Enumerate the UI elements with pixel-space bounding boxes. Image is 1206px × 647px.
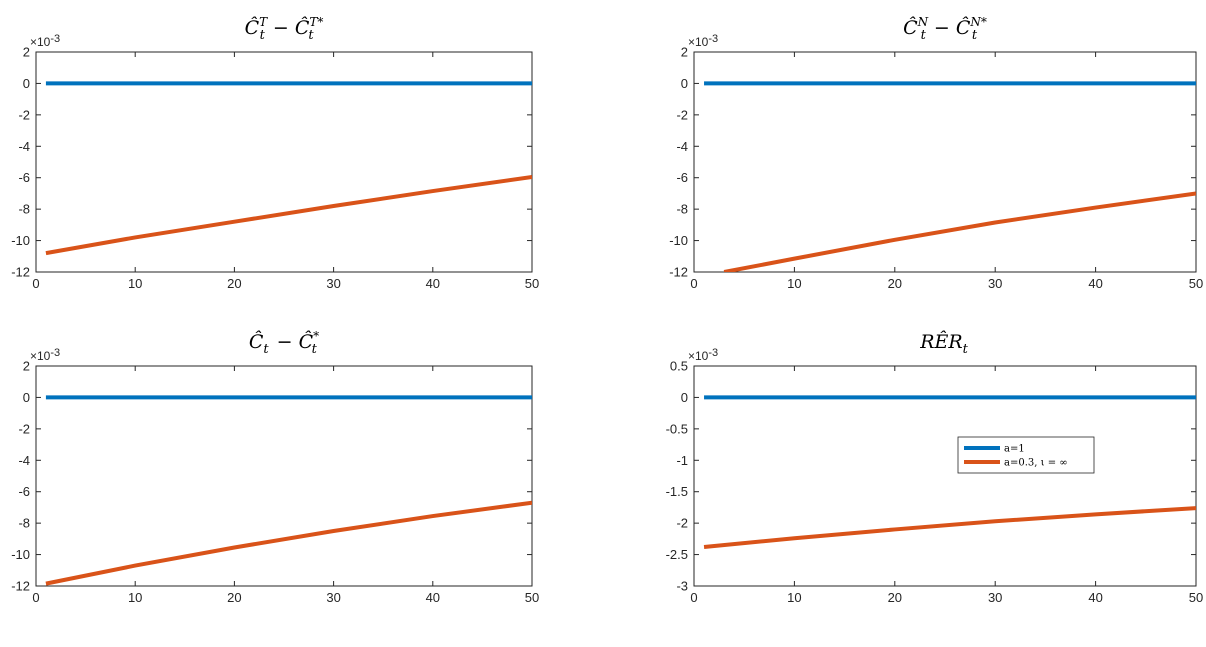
- y-exponent-label: ×10-3: [688, 347, 718, 363]
- x-tick-label: 50: [1189, 590, 1203, 605]
- y-tick-label: -10: [11, 547, 30, 562]
- x-tick-label: 30: [988, 276, 1002, 291]
- x-tick-label: 30: [988, 590, 1002, 605]
- x-tick-label: 10: [128, 590, 142, 605]
- x-tick-label: 20: [888, 590, 902, 605]
- x-tick-label: 20: [227, 590, 241, 605]
- subplot-bottom-left: 0 10 20 30 40 50 -12 -10 -8 -6 -4 -2 0 2×10-3 Ĉt − Ĉ* t: [11, 329, 539, 605]
- x-tick-label: 20: [227, 276, 241, 291]
- y-tick-label: 0: [23, 76, 30, 91]
- series-line-orange: [45, 174, 532, 256]
- legend-entry: a=0.3, ι = ∞: [1004, 458, 1068, 469]
- subplot-top-left: 0 10 20 30 40 50 -12 -10 -8 -6 -4 -2 0 2×10-3 ĈT t − ĈT…: [11, 15, 539, 291]
- y-tick-label: -3: [676, 579, 688, 594]
- y-tick-label: -2: [18, 107, 30, 122]
- subplot-bottom-right: 0 10 20 30 40 50 -3 -2.5 -2 -1.5 -1 -0.5 0 0.5×10-3 RÊ…: [666, 330, 1204, 605]
- y-tick-label: -6: [676, 170, 688, 185]
- chart-title: RÊRt: [919, 330, 970, 357]
- y-tick-label: -2: [18, 421, 30, 436]
- series-line-orange: [703, 506, 1196, 550]
- x-tick-label: 50: [525, 590, 539, 605]
- x-tick-label: 40: [1088, 590, 1102, 605]
- y-exponent-label: ×10-3: [30, 347, 60, 363]
- y-tick-label: 2: [681, 45, 688, 60]
- y-tick-label: -8: [18, 202, 30, 217]
- chart-title: ĈT t − ĈT* t: [245, 15, 324, 43]
- series-line-orange: [723, 191, 1196, 272]
- chart-title: Ĉt − Ĉ* t: [249, 329, 319, 357]
- x-tick-label: 0: [690, 590, 697, 605]
- y-tick-label: -12: [11, 265, 30, 280]
- y-tick-label: 2: [23, 45, 30, 60]
- y-tick-label: -2.5: [666, 547, 688, 562]
- y-tick-label: -6: [18, 170, 30, 185]
- x-tick-label: 10: [787, 276, 801, 291]
- y-tick-label: -2: [676, 107, 688, 122]
- y-tick-label: 0: [681, 76, 688, 91]
- y-tick-label: 2: [23, 359, 30, 374]
- subplot-top-right: 0 10 20 30 40 50 -12 -10 -8 -6 -4 -2 0 2×10-3 ĈN t − ĈN…: [669, 15, 1203, 291]
- y-exponent-label: ×10-3: [688, 33, 718, 49]
- y-tick-label: -8: [18, 516, 30, 531]
- x-tick-label: 40: [1088, 276, 1102, 291]
- plot-area: [693, 365, 1197, 587]
- x-tick-label: 40: [426, 276, 440, 291]
- x-tick-label: 0: [32, 590, 39, 605]
- x-tick-label: 50: [1189, 276, 1203, 291]
- y-tick-label: -1: [676, 453, 688, 468]
- y-tick-label: -10: [669, 233, 688, 248]
- y-tick-label: 0: [681, 390, 688, 405]
- x-tick-label: 10: [787, 590, 801, 605]
- y-tick-label: -4: [18, 139, 30, 154]
- chart-title: ĈN t − ĈN* t: [903, 15, 987, 43]
- x-tick-label: 30: [326, 276, 340, 291]
- y-tick-label: -4: [18, 453, 30, 468]
- y-tick-label: 0.5: [670, 359, 688, 374]
- x-tick-label: 50: [525, 276, 539, 291]
- x-tick-label: 0: [690, 276, 697, 291]
- plot-area: [35, 365, 533, 587]
- x-tick-label: 10: [128, 276, 142, 291]
- y-tick-label: -6: [18, 484, 30, 499]
- y-tick-label: -8: [676, 202, 688, 217]
- y-exponent-label: ×10-3: [30, 33, 60, 49]
- y-tick-label: -1.5: [666, 484, 688, 499]
- y-tick-label: -12: [11, 579, 30, 594]
- y-tick-label: -12: [669, 265, 688, 280]
- y-tick-label: -10: [11, 233, 30, 248]
- x-tick-label: 30: [326, 590, 340, 605]
- plot-area: [35, 51, 533, 273]
- x-tick-label: 20: [888, 276, 902, 291]
- legend-entry: a=1: [1004, 444, 1025, 455]
- legend: a=1 a=0.3, ι = ∞: [957, 436, 1095, 474]
- x-tick-label: 0: [32, 276, 39, 291]
- y-tick-label: -0.5: [666, 421, 688, 436]
- y-tick-label: -2: [676, 516, 688, 531]
- y-tick-label: -4: [676, 139, 688, 154]
- plot-area: [693, 51, 1197, 273]
- series-line-orange: [45, 500, 532, 586]
- legend-box: [957, 436, 1095, 474]
- x-tick-label: 40: [426, 590, 440, 605]
- y-tick-label: 0: [23, 390, 30, 405]
